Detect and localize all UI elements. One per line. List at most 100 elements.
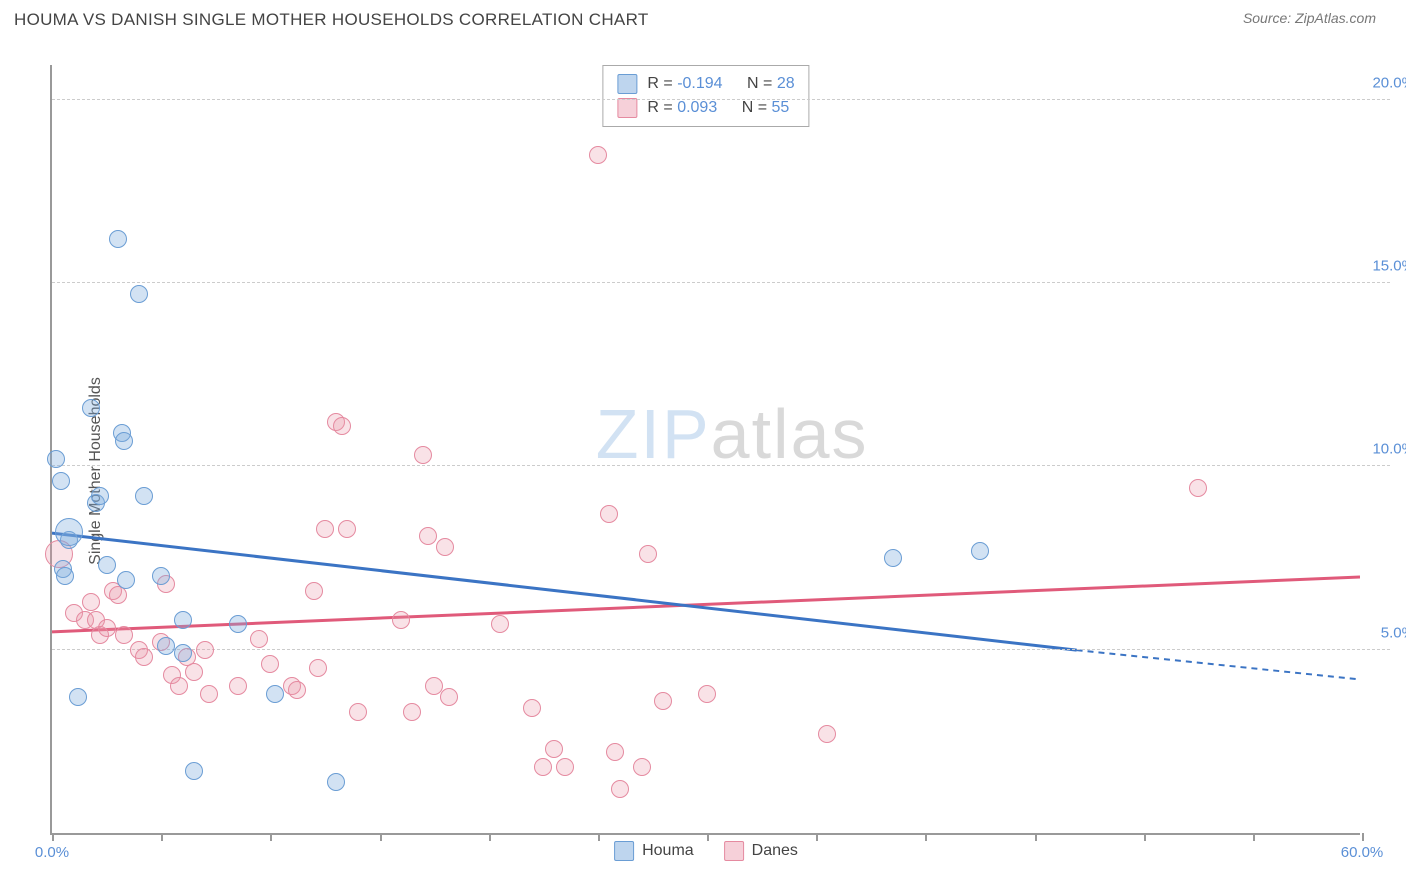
danes-legend-label: Danes	[752, 842, 798, 860]
x-tick	[380, 833, 382, 841]
danes-point	[261, 655, 279, 673]
danes-legend-swatch-icon	[724, 841, 744, 861]
houma-r-value: -0.194	[677, 75, 722, 92]
danes-point	[229, 677, 247, 695]
gridline-h	[52, 282, 1390, 283]
gridline-h	[52, 465, 1390, 466]
x-tick	[270, 833, 272, 841]
danes-point	[698, 685, 716, 703]
danes-point	[135, 648, 153, 666]
danes-point	[250, 630, 268, 648]
danes-point	[170, 677, 188, 695]
danes-point	[414, 446, 432, 464]
houma-point	[327, 773, 345, 791]
watermark-zip: ZIP	[596, 395, 711, 473]
houma-n-value: 28	[777, 75, 795, 92]
houma-point	[152, 567, 170, 585]
watermark: ZIPatlas	[596, 394, 869, 474]
danes-point	[316, 520, 334, 538]
houma-point	[82, 399, 100, 417]
x-tick	[52, 833, 54, 841]
houma-point	[971, 542, 989, 560]
chart-container: Single Mother Households ZIPatlas R = -0…	[0, 50, 1406, 892]
houma-swatch-icon	[617, 74, 637, 94]
houma-point	[52, 472, 70, 490]
y-tick-label: 10.0%	[1372, 441, 1406, 458]
stats-legend: R = -0.194 N = 28 R = 0.093 N = 55	[602, 65, 809, 127]
danes-point	[440, 688, 458, 706]
y-tick-label: 20.0%	[1372, 74, 1406, 91]
r-label: R =	[647, 99, 672, 116]
houma-point	[56, 567, 74, 585]
danes-point	[436, 538, 454, 556]
x-tick	[1253, 833, 1255, 841]
houma-legend-label: Houma	[642, 842, 694, 860]
gridline-h	[52, 649, 1390, 650]
source-label: Source: ZipAtlas.com	[1243, 10, 1376, 26]
houma-point	[91, 487, 109, 505]
danes-point	[545, 740, 563, 758]
danes-point	[309, 659, 327, 677]
danes-point	[639, 545, 657, 563]
danes-point	[82, 593, 100, 611]
watermark-atlas: atlas	[711, 395, 869, 473]
danes-point	[523, 699, 541, 717]
x-tick	[925, 833, 927, 841]
danes-point	[196, 641, 214, 659]
danes-n-value: 55	[771, 99, 789, 116]
danes-point	[818, 725, 836, 743]
chart-title: HOUMA VS DANISH SINGLE MOTHER HOUSEHOLDS…	[14, 10, 649, 30]
danes-point	[589, 146, 607, 164]
danes-point	[600, 505, 618, 523]
danes-point	[534, 758, 552, 776]
danes-point	[338, 520, 356, 538]
houma-point	[884, 549, 902, 567]
danes-point	[606, 743, 624, 761]
houma-point	[157, 637, 175, 655]
stats-row-houma: R = -0.194 N = 28	[617, 72, 794, 96]
danes-point	[98, 619, 116, 637]
plot-area: ZIPatlas R = -0.194 N = 28 R = 0.093 N =…	[50, 65, 1360, 835]
x-tick	[816, 833, 818, 841]
houma-point	[135, 487, 153, 505]
x-tick	[1035, 833, 1037, 841]
danes-swatch-icon	[617, 98, 637, 118]
danes-point	[654, 692, 672, 710]
x-tick	[1362, 833, 1364, 841]
x-tick-label: 60.0%	[1341, 844, 1384, 861]
houma-point	[174, 644, 192, 662]
danes-point	[419, 527, 437, 545]
x-tick	[707, 833, 709, 841]
houma-point	[47, 450, 65, 468]
n-label: N =	[742, 99, 767, 116]
x-tick	[598, 833, 600, 841]
houma-point	[185, 762, 203, 780]
r-label: R =	[647, 75, 672, 92]
houma-point	[55, 518, 83, 546]
danes-point	[305, 582, 323, 600]
y-tick-label: 5.0%	[1381, 624, 1406, 641]
danes-point	[185, 663, 203, 681]
danes-point	[200, 685, 218, 703]
houma-legend-swatch-icon	[614, 841, 634, 861]
danes-point	[611, 780, 629, 798]
x-tick	[1144, 833, 1146, 841]
houma-point	[98, 556, 116, 574]
danes-r-value: 0.093	[677, 99, 717, 116]
danes-point	[288, 681, 306, 699]
danes-point	[633, 758, 651, 776]
danes-point	[403, 703, 421, 721]
houma-point	[117, 571, 135, 589]
y-tick-label: 15.0%	[1372, 258, 1406, 275]
danes-point	[556, 758, 574, 776]
danes-point	[491, 615, 509, 633]
legend-item-houma: Houma	[614, 841, 694, 861]
legend-item-danes: Danes	[724, 841, 798, 861]
danes-point	[392, 611, 410, 629]
danes-point	[333, 417, 351, 435]
danes-point	[349, 703, 367, 721]
danes-point	[115, 626, 133, 644]
trend-lines	[52, 65, 1360, 833]
danes-point	[1189, 479, 1207, 497]
x-tick-label: 0.0%	[35, 844, 69, 861]
